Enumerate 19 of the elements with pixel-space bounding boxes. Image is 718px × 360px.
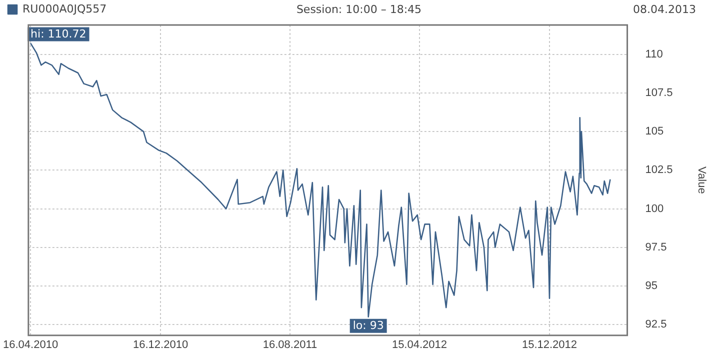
chart-title: Session: 10:00 – 18:45 — [296, 3, 422, 16]
y-tick-label: 92.5 — [645, 318, 667, 331]
y-tick-label: 95 — [645, 280, 658, 292]
x-tick-label: 15.04.2012 — [392, 339, 448, 352]
x-tick-label: 16.08.2011 — [262, 339, 318, 352]
y-tick-label: 110 — [645, 48, 663, 60]
x-tick-label: 16.12.2010 — [133, 339, 188, 352]
y-tick-label: 97.5 — [645, 241, 667, 254]
y-axis-title: Value — [695, 166, 708, 194]
annotation: hi: 110.72 — [30, 28, 86, 41]
text: 08.04.2013 — [633, 3, 696, 16]
annotation: lo: 93 — [352, 319, 384, 332]
legend-label: RU000A0JQ557 — [22, 2, 107, 16]
y-tick-label: 105 — [645, 126, 664, 138]
x-tick-label: 16.04.2010 — [3, 339, 58, 352]
x-tick-label: 15.12.2012 — [522, 339, 578, 352]
y-tick-label: 107.5 — [645, 86, 673, 99]
y-tick-label: 102.5 — [645, 164, 673, 176]
y-tick-label: 100 — [645, 202, 664, 215]
